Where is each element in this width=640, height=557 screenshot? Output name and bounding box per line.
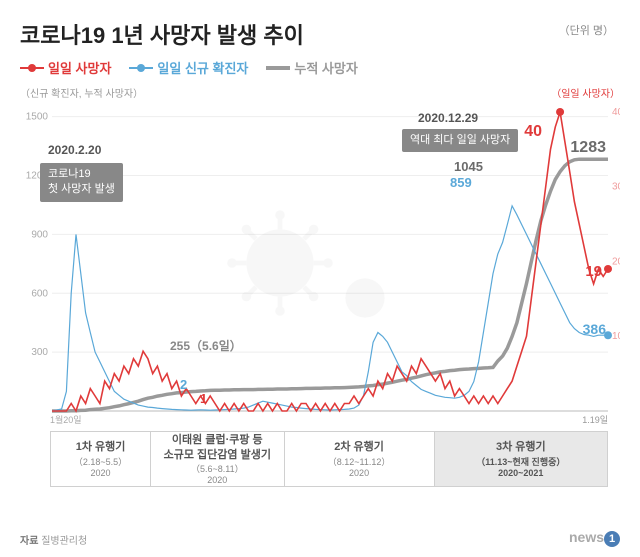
svg-text:10: 10	[612, 331, 620, 342]
value-859: 859	[450, 175, 472, 190]
value-last-deaths: 19	[585, 263, 602, 280]
peak-date: 2020.12.29	[418, 111, 478, 125]
virus-icon	[220, 203, 340, 323]
svg-text:1500: 1500	[26, 112, 49, 123]
legend-cum-deaths: 누적 사망자	[266, 58, 357, 77]
peak-callout: 역대 최다 일일 사망자	[402, 129, 518, 152]
value-1045: 1045	[454, 159, 483, 174]
svg-text:900: 900	[31, 229, 48, 240]
mid-255-label: 255（5.6일）	[170, 337, 242, 354]
first-death-date: 2020.2.20	[48, 143, 101, 157]
period-bar: 1차 유행기（2.18~5.5）2020이태원 클럽·쿠팡 등소규모 집단감염 …	[50, 431, 608, 487]
unit-label: （단위 명）	[559, 22, 614, 38]
legend: 일일 사망자 일일 신규 확진자 누적 사망자	[20, 58, 620, 77]
period-block: 3차 유행기（11.13~현재 진행중）2020~2021	[435, 432, 607, 486]
source-footer: 자료 질병관리청	[20, 532, 87, 547]
legend-daily-cases: 일일 신규 확진자	[129, 58, 248, 77]
virus-icon	[330, 263, 400, 333]
chart-title: 코로나19 1년 사망자 발생 추이	[20, 18, 620, 50]
two-label: 2	[180, 377, 187, 392]
x-axis-end: 1.19일	[582, 413, 608, 426]
legend-daily-deaths: 일일 사망자	[20, 58, 111, 77]
value-cum-1283: 1283	[570, 139, 606, 157]
chart-area: （신규 확진자, 누적 사망자） （일일 사망자） 30060090012001…	[20, 83, 620, 443]
svg-text:300: 300	[31, 347, 48, 358]
svg-text:40: 40	[612, 107, 620, 118]
first-death-callout: 코로나19첫 사망자 발생	[40, 163, 123, 202]
svg-text:20: 20	[612, 256, 620, 267]
svg-text:30: 30	[612, 182, 620, 193]
svg-text:600: 600	[31, 288, 48, 299]
one-label: 1	[200, 391, 207, 406]
period-block: 1차 유행기（2.18~5.5）2020	[51, 432, 151, 486]
value-last-cases: 386	[583, 321, 606, 337]
brand-logo: news1	[569, 529, 620, 547]
value-peak-deaths: 40	[524, 123, 542, 141]
x-axis-start: 1월20일	[50, 413, 82, 426]
period-block: 2차 유행기（8.12~11.12）2020	[285, 432, 435, 486]
period-block: 이태원 클럽·쿠팡 등소규모 집단감염 발생기（5.6~8.11）2020	[151, 432, 284, 486]
